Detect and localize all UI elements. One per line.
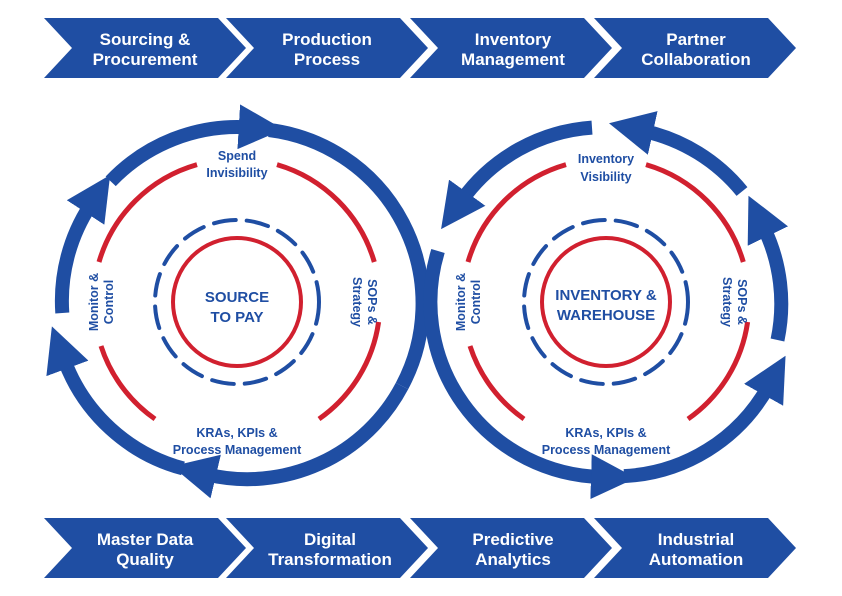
top-chevron-2-line1: Production: [282, 30, 372, 49]
right-core-line2: WAREHOUSE: [557, 307, 655, 324]
left-outer-arrow-right: [268, 123, 430, 390]
left-label-right-line1: SOPs &: [365, 279, 379, 325]
bottom-chevron-3: [410, 518, 612, 578]
top-chevron-1: [44, 18, 246, 78]
bottom-chevron-3-line1: Predictive: [472, 530, 553, 549]
right-label-left-line2: Control: [469, 280, 483, 324]
top-chevron-band: Sourcing & Procurement Production Proces…: [44, 18, 796, 78]
left-outer-arrow-upper-left: [54, 175, 111, 314]
right-label-bottom-line1: KRAs, KPIs &: [565, 426, 646, 440]
left-core-line2: TO PAY: [210, 309, 263, 326]
left-outer-arrow-left: [46, 326, 185, 476]
right-outer-arrow-top: [609, 111, 748, 196]
bottom-chevron-4-line1: Industrial: [658, 530, 735, 549]
right-label-right-line1: SOPs &: [735, 279, 749, 325]
bottom-chevron-3-line2: Analytics: [475, 550, 551, 569]
bottom-chevron-2: [226, 518, 428, 578]
right-red-arc-right: [686, 321, 751, 422]
top-chevron-4-line1: Partner: [666, 30, 726, 49]
top-chevron-2: [226, 18, 428, 78]
left-outer-arrow-bottom: [172, 382, 409, 499]
right-label-right-line2: Strategy: [720, 277, 734, 327]
top-chevron-3-line2: Management: [461, 50, 565, 69]
left-label-left-line2: Control: [102, 280, 116, 324]
right-outer-arrow-left: [423, 248, 636, 500]
right-outer-arrow-bottom: [623, 355, 786, 484]
left-red-arc-right: [317, 321, 382, 422]
bottom-chevron-1: [44, 518, 246, 578]
right-outer-arrow-right: [747, 195, 789, 342]
top-chevron-4: [594, 18, 796, 78]
left-label-top-line1: Spend: [218, 149, 256, 163]
bottom-chevron-4-line2: Automation: [649, 550, 743, 569]
left-core-ring: [171, 236, 303, 368]
top-chevron-3-line1: Inventory: [475, 30, 552, 49]
right-red-arc-left: [465, 162, 567, 263]
top-chevron-1-line2: Procurement: [93, 50, 198, 69]
left-label-right-line2: Strategy: [350, 277, 364, 327]
left-core-line1: SOURCE: [205, 289, 269, 306]
left-outer-arrow-top: [105, 104, 284, 187]
left-dashed-ring: [153, 218, 321, 386]
top-chevron-1-line1: Sourcing &: [100, 30, 191, 49]
left-red-arc-left: [96, 162, 198, 263]
bottom-chevron-2-line1: Digital: [304, 530, 356, 549]
left-label-left-line1: Monitor &: [87, 273, 101, 331]
right-label-top-line1: Inventory: [578, 152, 634, 166]
bottom-chevron-1-line1: Master Data: [97, 530, 194, 549]
bottom-chevron-4: [594, 518, 796, 578]
right-red-arc-top: [645, 162, 746, 263]
right-label-bottom-line2: Process Management: [542, 443, 671, 457]
right-dashed-ring: [522, 218, 690, 386]
top-chevron-3: [410, 18, 612, 78]
right-core-line1: INVENTORY &: [555, 287, 657, 304]
right-label-left-line1: Monitor &: [454, 273, 468, 331]
top-chevron-2-line2: Process: [294, 50, 360, 69]
left-cycle: SOURCE TO PAY Spend Invisibility KRAs, K…: [46, 104, 430, 499]
right-label-top-line2: Visibility: [580, 170, 631, 184]
bottom-chevron-2-line2: Transformation: [268, 550, 392, 569]
left-red-arc-bottom: [98, 345, 157, 422]
top-chevron-4-line2: Collaboration: [641, 50, 751, 69]
left-label-top-line2: Invisibility: [206, 166, 267, 180]
right-core-ring: [540, 236, 672, 368]
bottom-chevron-1-line2: Quality: [116, 550, 174, 569]
left-label-bottom-line2: Process Management: [173, 443, 302, 457]
right-cycle: INVENTORY & WAREHOUSE Inventory Visibili…: [423, 111, 789, 500]
bottom-chevron-band: Master Data Quality Digital Transformati…: [44, 518, 796, 578]
left-label-bottom-line1: KRAs, KPIs &: [196, 426, 277, 440]
left-red-arc-top: [276, 162, 377, 263]
right-outer-arrow-upper-left: [441, 120, 593, 230]
right-red-arc-bottom: [467, 345, 526, 422]
